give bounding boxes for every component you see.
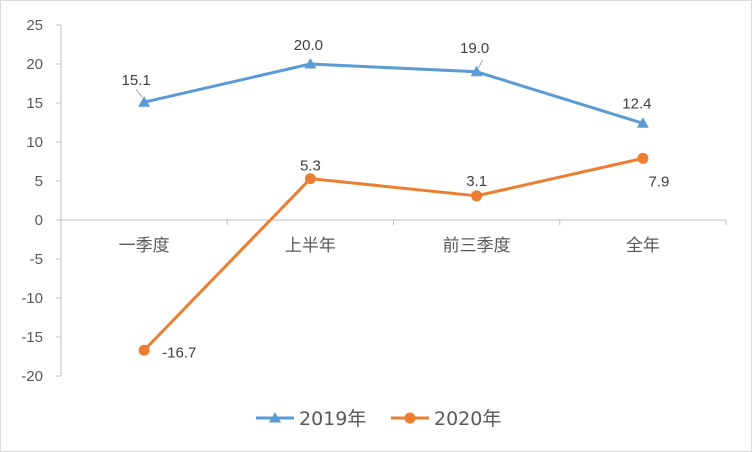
triangle-marker bbox=[636, 117, 649, 128]
series-line-1 bbox=[143, 156, 644, 352]
x-category-label: 上半年 bbox=[285, 236, 336, 256]
data-label: 15.1 bbox=[122, 72, 151, 89]
y-tick-label: 0 bbox=[35, 212, 43, 229]
series-line-0 bbox=[143, 62, 644, 125]
legend: 2019年 2020年 bbox=[256, 408, 501, 430]
circle-marker bbox=[637, 152, 649, 164]
data-label: 12.4 bbox=[622, 95, 651, 112]
y-tick-label: 20 bbox=[26, 56, 43, 73]
triangle-marker bbox=[470, 65, 483, 77]
x-category-label: 一季度 bbox=[119, 236, 170, 256]
circle-marker bbox=[304, 173, 316, 185]
legend-circle-marker bbox=[404, 412, 416, 424]
legend-label: 2019年 bbox=[299, 408, 366, 430]
triangle-marker bbox=[304, 58, 317, 69]
data-label: -16.7 bbox=[162, 344, 196, 361]
data-label: 20.0 bbox=[294, 37, 323, 54]
y-tick-label: 5 bbox=[35, 173, 43, 190]
circle-marker bbox=[471, 190, 483, 202]
series-group bbox=[138, 58, 649, 356]
legend-label: 2020年 bbox=[434, 408, 501, 430]
y-tick-label: -5 bbox=[30, 251, 43, 268]
y-tick-label: 25 bbox=[26, 17, 43, 34]
x-category-label: 全年 bbox=[626, 236, 660, 256]
data-labels: 15.1 20.0 19.0 12.4 -16.7 5.3 3.1 7.9 bbox=[122, 37, 670, 361]
axes: 25 20 15 10 5 0 -5 -10 -15 -20 一季度 上半年 前三季度 全年 bbox=[21, 17, 727, 385]
data-label: 3.1 bbox=[466, 173, 487, 190]
legend-triangle-marker bbox=[269, 412, 281, 423]
data-label: 5.3 bbox=[300, 158, 321, 175]
y-tick-label: -15 bbox=[21, 329, 43, 346]
y-tick-label: 15 bbox=[26, 95, 43, 112]
y-tick-label: -20 bbox=[21, 368, 43, 385]
leader-line bbox=[478, 59, 484, 69]
leader-line bbox=[135, 88, 143, 98]
data-label: 19.0 bbox=[460, 40, 489, 57]
data-label: 7.9 bbox=[648, 173, 669, 190]
x-category-label: 前三季度 bbox=[443, 236, 511, 256]
triangle-marker bbox=[138, 96, 151, 107]
circle-marker bbox=[138, 344, 150, 356]
y-tick-label: -10 bbox=[21, 290, 43, 307]
y-tick-label: 10 bbox=[26, 134, 43, 151]
